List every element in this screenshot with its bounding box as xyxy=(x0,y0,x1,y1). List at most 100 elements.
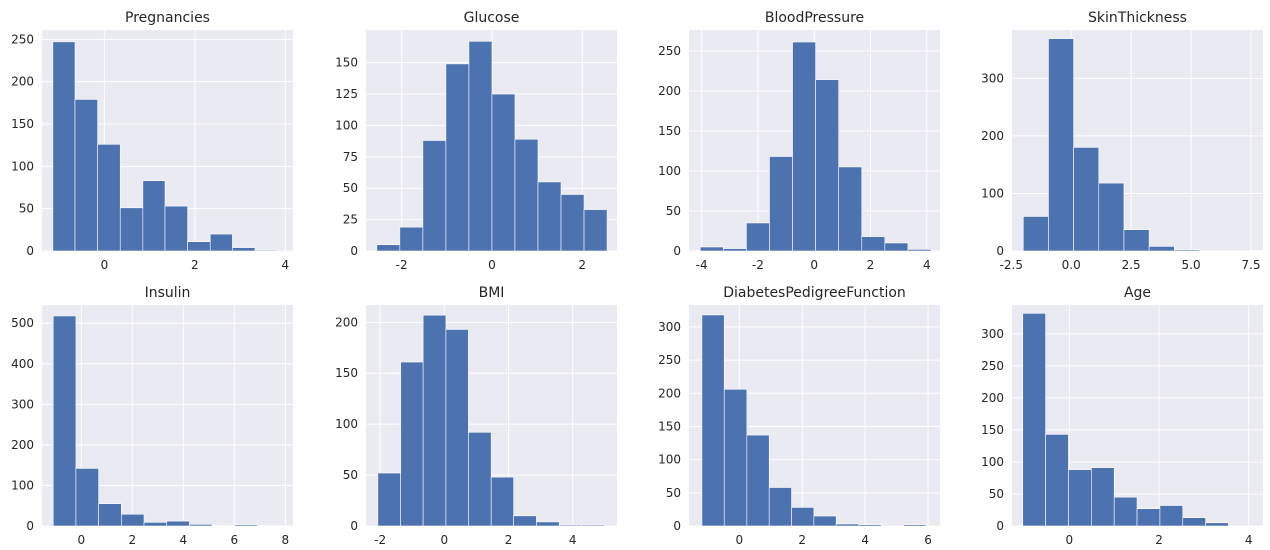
histogram-bar xyxy=(1123,229,1150,252)
y-tick-label: 50 xyxy=(666,204,681,218)
subplot-title: BMI xyxy=(479,285,505,301)
x-tick-label: -2 xyxy=(374,533,386,547)
histogram-bar xyxy=(1173,249,1200,252)
y-tick-label: 50 xyxy=(343,181,358,195)
histogram-bar xyxy=(74,99,98,252)
x-tick-label: 5.0 xyxy=(1182,258,1201,272)
histogram-bar xyxy=(422,140,447,252)
subplot-diabetespedigreefunction: 0 2 4 6 0 50 100 150 200 250 300 DiabetesPedigreeFu… xyxy=(658,285,940,547)
y-tick-label: 500 xyxy=(11,316,34,330)
histogram-bar xyxy=(52,315,77,527)
histogram-bar xyxy=(490,476,514,527)
histogram-bar xyxy=(769,156,793,252)
y-tick-label: 0 xyxy=(350,244,358,258)
y-tick-label: 100 xyxy=(981,186,1004,200)
x-tick-label: 4 xyxy=(923,258,931,272)
histogram-bar xyxy=(445,63,470,252)
histogram-bar xyxy=(1205,522,1229,527)
histogram-bar xyxy=(399,226,424,252)
x-tick-label: 0 xyxy=(440,533,448,547)
histogram-bar xyxy=(445,329,469,527)
histogram-bar xyxy=(513,515,537,527)
y-tick-label: 100 xyxy=(981,455,1004,469)
subplot-insulin: 0 2 4 6 8 0 100 200 300 400 500 Insulin xyxy=(11,285,293,547)
y-tick-label: 200 xyxy=(11,75,34,89)
y-tick-label: 150 xyxy=(335,56,358,70)
histogram-bar xyxy=(52,41,76,252)
subplot-title: BloodPressure xyxy=(765,10,864,26)
histogram-bar xyxy=(232,247,256,252)
histogram-bar xyxy=(768,487,792,527)
subplot-bloodpressure: -4 -2 0 2 4 0 50 100 150 200 250 BloodPressure xyxy=(658,10,940,272)
y-tick-label: 250 xyxy=(658,44,681,58)
histogram-bar xyxy=(903,524,927,527)
x-tick-label: 2.5 xyxy=(1122,258,1141,272)
x-tick-label: 8 xyxy=(282,533,290,547)
y-tick-label: 100 xyxy=(335,118,358,132)
histogram-bar xyxy=(143,522,168,527)
histogram-bar xyxy=(514,138,539,252)
x-tick-label: 0 xyxy=(810,258,818,272)
y-tick-label: 150 xyxy=(11,117,34,131)
y-tick-label: 200 xyxy=(658,386,681,400)
histogram-bar xyxy=(187,241,211,252)
histogram-bar xyxy=(254,249,278,252)
histogram-bar xyxy=(468,41,493,252)
y-tick-label: 0 xyxy=(673,244,681,258)
histogram-bar xyxy=(209,233,233,252)
y-tick-label: 250 xyxy=(11,32,34,46)
y-tick-label: 200 xyxy=(658,84,681,98)
y-tick-label: 200 xyxy=(11,438,34,452)
histogram-bar xyxy=(1073,147,1100,252)
histogram-bar xyxy=(1068,469,1092,527)
x-tick-label: 2 xyxy=(1155,533,1163,547)
x-tick-label: 2 xyxy=(867,258,875,272)
subplot-glucose: -2 0 2 0 25 50 75 100 125 150 Glucose xyxy=(335,10,617,272)
histogram-bar xyxy=(164,205,188,252)
x-tick-label: 0 xyxy=(736,533,744,547)
y-tick-label: 75 xyxy=(343,150,358,164)
y-tick-label: 0 xyxy=(996,244,1004,258)
x-tick-label: 0 xyxy=(1066,533,1074,547)
histogram-bar xyxy=(422,314,447,527)
histogram-bar xyxy=(746,222,770,252)
y-tick-label: 125 xyxy=(335,87,358,101)
subplot-age: 0 2 4 0 50 100 150 200 250 300 Age xyxy=(981,285,1263,547)
histogram-bar xyxy=(835,523,860,527)
x-tick-label: 4 xyxy=(281,258,289,272)
histogram-bar xyxy=(581,524,605,527)
histogram-bar xyxy=(791,507,815,527)
histogram-bar xyxy=(746,434,770,527)
histogram-bar xyxy=(142,180,166,252)
x-tick-label: 4 xyxy=(861,533,869,547)
histogram-bar xyxy=(491,93,516,252)
histogram-bar xyxy=(1136,508,1161,527)
histogram-bar xyxy=(838,166,863,252)
y-tick-label: 50 xyxy=(19,202,34,216)
histogram-bar xyxy=(1022,313,1046,527)
histogram-bar xyxy=(400,361,424,527)
y-tick-label: 50 xyxy=(989,487,1004,501)
histogram-bar xyxy=(119,207,144,252)
histogram-bar xyxy=(75,468,99,527)
x-tick-label: 2 xyxy=(191,258,199,272)
histogram-bar xyxy=(1098,182,1125,252)
x-tick-label: 0.0 xyxy=(1062,258,1081,272)
y-tick-label: 100 xyxy=(11,159,34,173)
x-tick-label: 4 xyxy=(1245,533,1253,547)
histogram-bar xyxy=(189,524,213,527)
x-tick-label: -4 xyxy=(696,258,708,272)
histogram-bar xyxy=(1091,467,1115,527)
histogram-bar xyxy=(97,144,121,252)
histogram-bar xyxy=(1045,434,1069,527)
histogram-bar xyxy=(166,520,190,527)
y-tick-label: 100 xyxy=(335,417,358,431)
y-tick-label: 50 xyxy=(666,486,681,500)
subplot-title: Age xyxy=(1124,285,1151,301)
histogram-bar xyxy=(1022,216,1049,252)
y-tick-label: 150 xyxy=(658,419,681,433)
subplot-title: Insulin xyxy=(145,285,191,301)
histogram-bar xyxy=(884,242,909,252)
histogram-bar xyxy=(468,432,492,527)
